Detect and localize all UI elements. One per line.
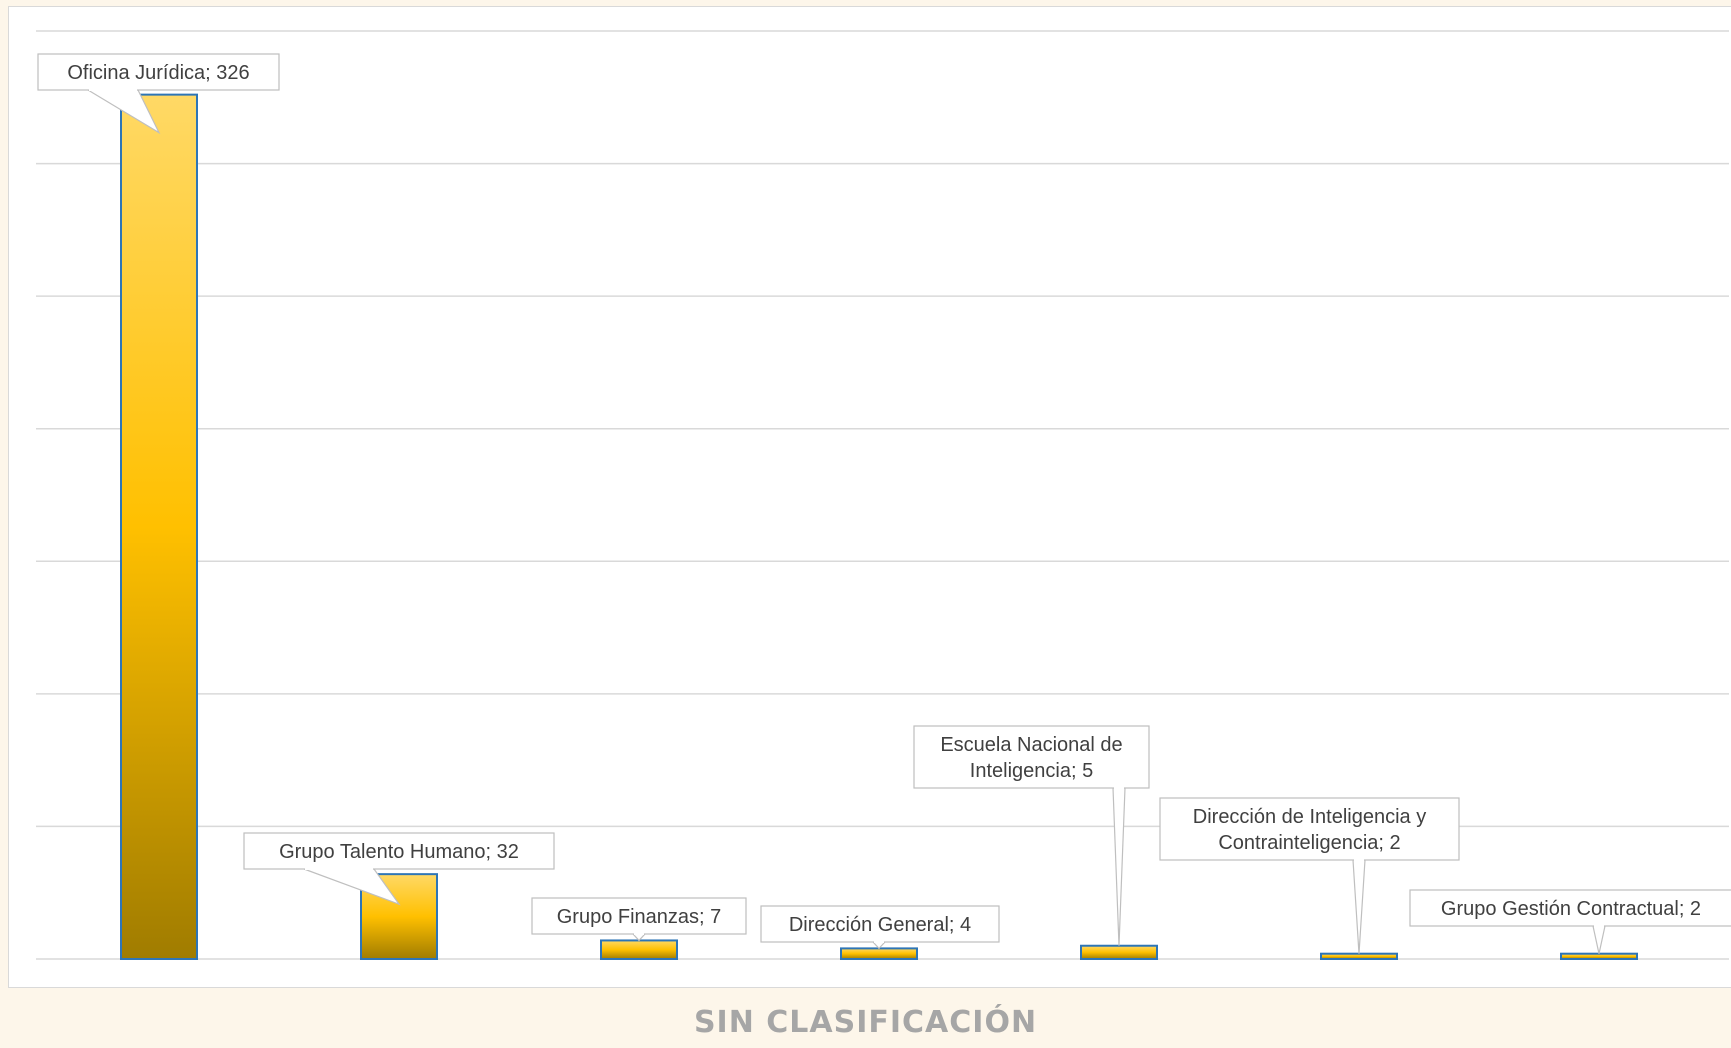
bar-0 <box>120 93 198 961</box>
data-label-box <box>243 832 555 870</box>
chart-title: SIN CLASIFICACIÓN <box>693 1005 1038 1040</box>
bar-5 <box>1320 952 1398 961</box>
data-label-text: Contrainteligencia; 2 <box>1218 832 1400 854</box>
data-label-text: Oficina Jurídica; 326 <box>67 62 249 84</box>
data-label-text: Inteligencia; 5 <box>970 760 1093 782</box>
data-label-text: Escuela Nacional de <box>940 734 1122 756</box>
callout-pointer <box>1352 859 1366 954</box>
plot-area: Oficina Jurídica; 326 Grupo Talento Human… <box>8 6 1731 988</box>
bar-chart: Oficina Jurídica; 326 Grupo Talento Human… <box>36 30 1731 961</box>
data-labels: Oficina Jurídica; 326 Grupo Talento Human… <box>37 53 1731 954</box>
bar-6 <box>1560 952 1638 961</box>
data-label-text: Dirección de Inteligencia y <box>1193 806 1426 828</box>
bar-3 <box>840 947 918 961</box>
bar-4 <box>1080 944 1158 961</box>
callout-pointer <box>1112 787 1126 946</box>
data-label-text: Grupo Finanzas; 7 <box>557 906 722 928</box>
callout-pointer <box>1592 925 1606 954</box>
gridlines <box>36 30 1729 960</box>
data-label-box <box>1159 797 1460 861</box>
data-label-box <box>531 897 747 935</box>
data-label-box <box>913 725 1150 789</box>
data-label-box <box>37 53 280 91</box>
data-label-text: Grupo Talento Humano; 32 <box>279 841 519 863</box>
data-label-text: Dirección General; 4 <box>789 914 971 936</box>
data-label-box <box>1409 889 1731 927</box>
data-label-text: Grupo Gestión Contractual; 2 <box>1441 898 1701 920</box>
bar-2 <box>600 939 678 961</box>
